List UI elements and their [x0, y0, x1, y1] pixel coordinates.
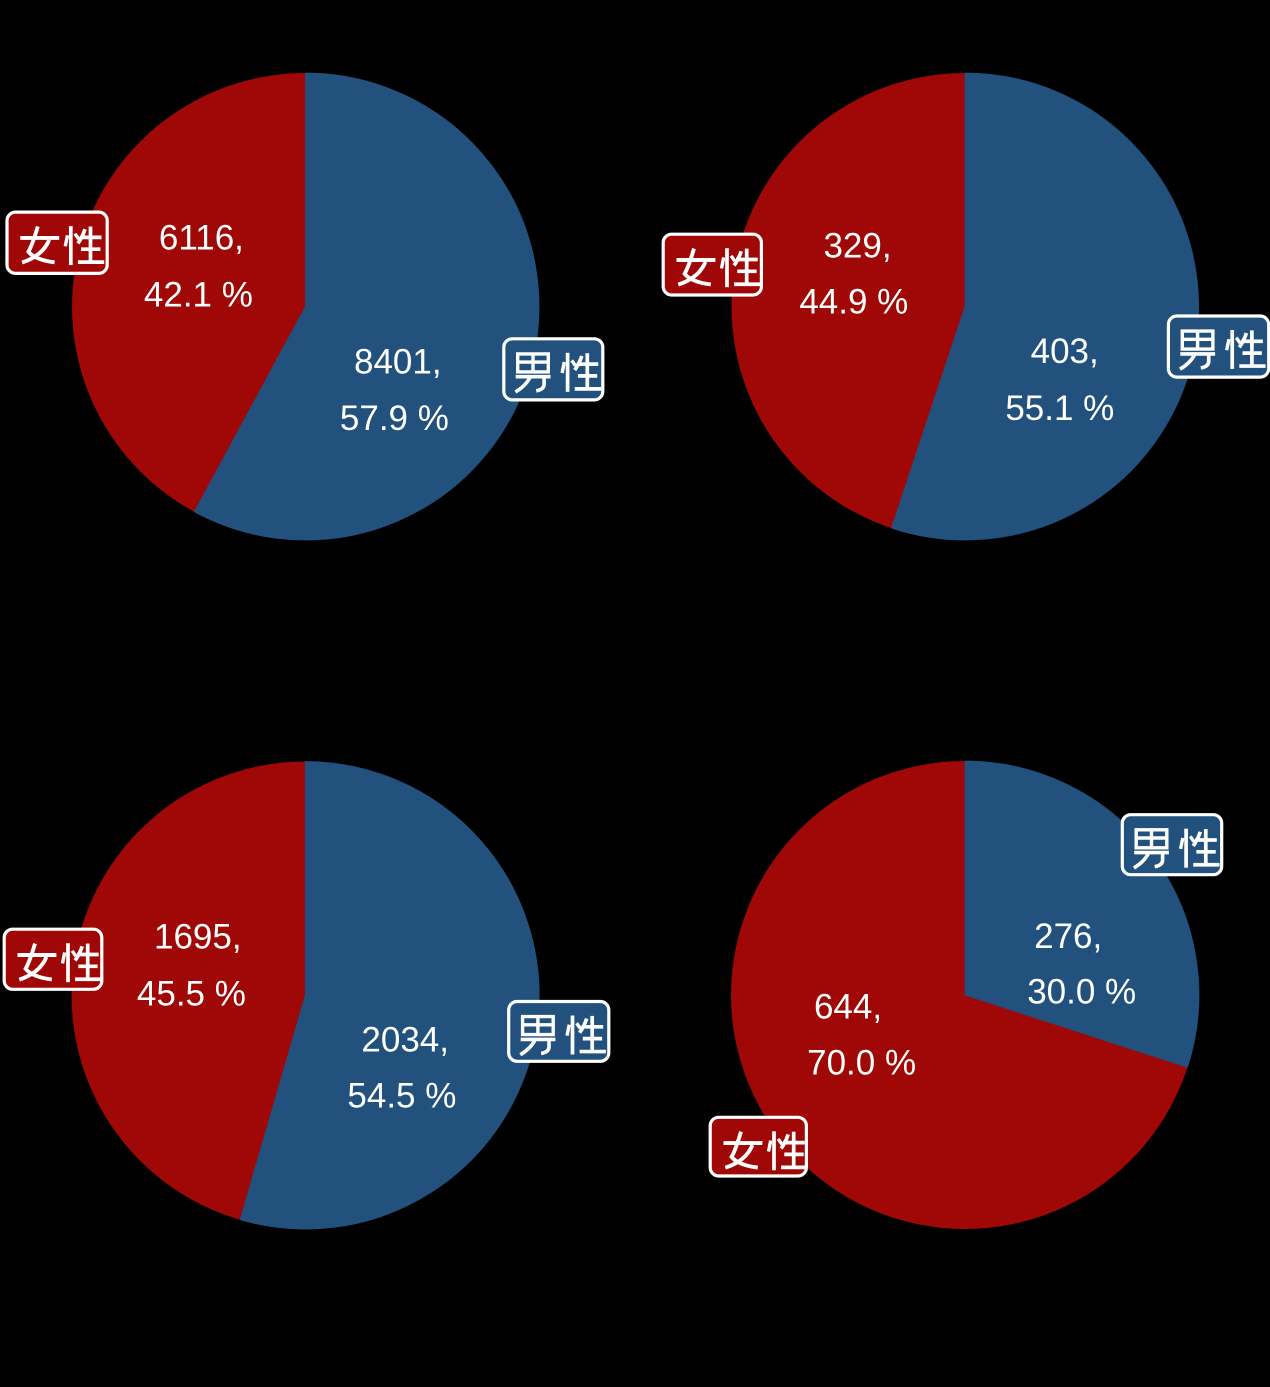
- svg-text:8401,: 8401,: [354, 343, 442, 382]
- svg-text:55.1 %: 55.1 %: [1005, 389, 1114, 428]
- svg-text:42.1 %: 42.1 %: [144, 276, 253, 315]
- svg-text:45.5 %: 45.5 %: [137, 974, 246, 1013]
- svg-text:70.0 %: 70.0 %: [807, 1044, 916, 1083]
- svg-text:44.9 %: 44.9 %: [799, 283, 908, 322]
- svg-text:54.5 %: 54.5 %: [347, 1077, 456, 1116]
- svg-text:644,: 644,: [814, 987, 882, 1026]
- svg-text:57.9 %: 57.9 %: [340, 399, 449, 438]
- svg-text:329,: 329,: [823, 226, 891, 265]
- svg-text:2034,: 2034,: [361, 1020, 449, 1059]
- svg-text:1695,: 1695,: [154, 917, 242, 956]
- svg-text:403,: 403,: [1031, 332, 1099, 371]
- svg-text:276,: 276,: [1034, 917, 1102, 956]
- svg-text:6116,: 6116,: [159, 219, 244, 258]
- svg-text:30.0 %: 30.0 %: [1027, 972, 1136, 1011]
